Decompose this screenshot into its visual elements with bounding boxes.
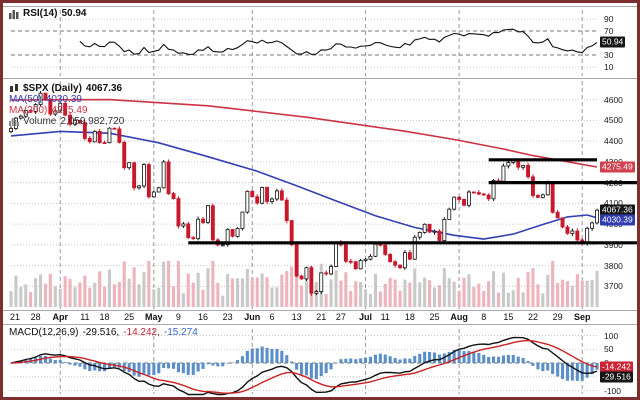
x-axis-label: 25	[429, 312, 440, 322]
macd-legend: MACD(12,26,9) -29.516, -14.242, -15.274	[9, 327, 198, 338]
axis-price-badge: -29.516	[600, 371, 633, 383]
y-axis-label: 3700	[604, 281, 623, 292]
axis-price-badge: 50.94	[600, 36, 626, 48]
x-axis-label: 28	[30, 312, 41, 322]
candlestick-chart-icon	[9, 83, 19, 94]
indicator-icon	[9, 9, 19, 19]
ma200-value: 4275.49	[51, 105, 88, 116]
x-axis-label: 11	[80, 312, 90, 322]
axis-price-badge: -14.242	[600, 361, 633, 373]
x-axis-label: 27	[335, 312, 346, 322]
y-axis-label: 4100	[604, 198, 623, 209]
x-axis-label: Aug	[450, 312, 468, 322]
ma50-label: MA(50)	[9, 94, 42, 105]
x-axis-label: Jul	[359, 312, 373, 322]
y-axis-label: 4600	[604, 94, 623, 105]
symbol-label: $SPX (Daily)	[23, 83, 82, 94]
volume-bars-icon	[9, 117, 19, 126]
axis-price-badge: 4030.39	[600, 214, 635, 226]
y-axis-label: 90	[604, 14, 614, 24]
x-axis-label: Apr	[52, 312, 68, 322]
x-axis-label: May	[145, 312, 163, 322]
chart-canvas[interactable]	[3, 3, 637, 397]
y-axis-label: 30	[604, 50, 614, 60]
x-axis-label: 8	[481, 312, 487, 322]
x-axis-label: 25	[124, 312, 135, 322]
x-axis-label: 29	[552, 312, 563, 322]
ma50-value: 4030.39	[45, 94, 82, 105]
rsi-label: RSI(14)	[23, 8, 58, 19]
y-axis-label: 4400	[604, 136, 623, 147]
x-axis-label: 18	[99, 312, 110, 322]
y-axis-label: -100	[604, 385, 622, 396]
macd-hist-value: -15.274	[163, 327, 198, 338]
macd-label: MACD(12,26,9)	[9, 327, 79, 338]
y-axis-label: 3900	[604, 239, 623, 250]
macd-signal-value: -14.242,	[123, 327, 160, 338]
y-axis-label: 3800	[604, 260, 623, 271]
x-axis-label: 6	[269, 312, 275, 322]
y-axis-label: 4200	[604, 177, 623, 188]
x-axis-label: 23	[222, 312, 233, 322]
rsi-legend: RSI(14) 50.94	[9, 8, 86, 19]
ma200-label: MA(200)	[9, 105, 48, 116]
last-price: 4067.36	[85, 83, 123, 94]
x-axis-label: Sep	[573, 312, 591, 322]
y-axis-label: 70	[604, 26, 614, 36]
volume-label: Volume	[23, 116, 57, 127]
price-legend: $SPX (Daily) 4067.36 MA(50) 4030.39 MA(2…	[9, 83, 124, 127]
y-axis-label: 10	[604, 62, 614, 72]
x-axis-label: 22	[527, 312, 538, 322]
x-axis-label: 18	[404, 312, 415, 322]
x-axis-label: Jun	[244, 312, 261, 322]
volume-value: 2,059,982,720	[60, 116, 125, 127]
y-axis-label: 100	[604, 330, 619, 341]
x-axis-label: 15	[503, 312, 514, 322]
x-axis-label: 16	[198, 312, 209, 322]
x-axis-label: 21	[9, 312, 21, 322]
rsi-value: 50.94	[61, 8, 87, 19]
x-axis-label: 21	[316, 312, 327, 322]
x-axis-label: 9	[175, 312, 181, 322]
x-axis-label: 13	[291, 312, 302, 322]
y-axis-label: 4500	[604, 115, 623, 126]
axis-price-badge: 4275.49	[600, 161, 635, 173]
macd-value: -29.516,	[82, 327, 120, 338]
y-axis-label: 50	[604, 344, 614, 355]
axis-price-badge: 4067.36	[600, 204, 635, 216]
x-axis-label: 11	[380, 312, 390, 322]
